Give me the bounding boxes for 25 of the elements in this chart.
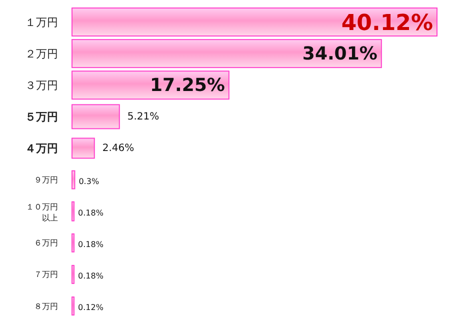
data-label: 0.18% bbox=[78, 208, 104, 218]
data-label: 0.18% bbox=[78, 240, 104, 249]
y-tick-label: ７万円 bbox=[34, 270, 58, 280]
data-label: 2.46% bbox=[102, 143, 134, 154]
data-label: 17.25% bbox=[150, 75, 225, 96]
y-tick-label: ９万円 bbox=[34, 176, 58, 185]
bar bbox=[72, 138, 95, 159]
y-tick-label: １万円 bbox=[25, 16, 58, 29]
data-label: 0.3% bbox=[78, 176, 100, 186]
data-label: 0.18% bbox=[78, 271, 104, 280]
y-tick-label: １０万円以上 bbox=[26, 202, 58, 222]
y-tick-label: ６万円 bbox=[34, 238, 58, 248]
data-label: 34.01% bbox=[302, 44, 378, 65]
y-tick-label: ２万円 bbox=[25, 47, 58, 60]
data-label: 5.21% bbox=[127, 112, 160, 123]
y-tick-label: ３万円 bbox=[25, 78, 58, 92]
data-label: 40.12% bbox=[341, 11, 433, 36]
y-tick-label: ５万円 bbox=[25, 110, 58, 124]
bar bbox=[72, 170, 76, 190]
bar bbox=[72, 233, 74, 252]
y-tick-label: ４万円 bbox=[25, 142, 58, 156]
bar bbox=[72, 264, 74, 284]
bar bbox=[72, 201, 74, 222]
data-label: 0.12% bbox=[78, 303, 104, 312]
y-tick-label: ８万円 bbox=[34, 302, 58, 311]
